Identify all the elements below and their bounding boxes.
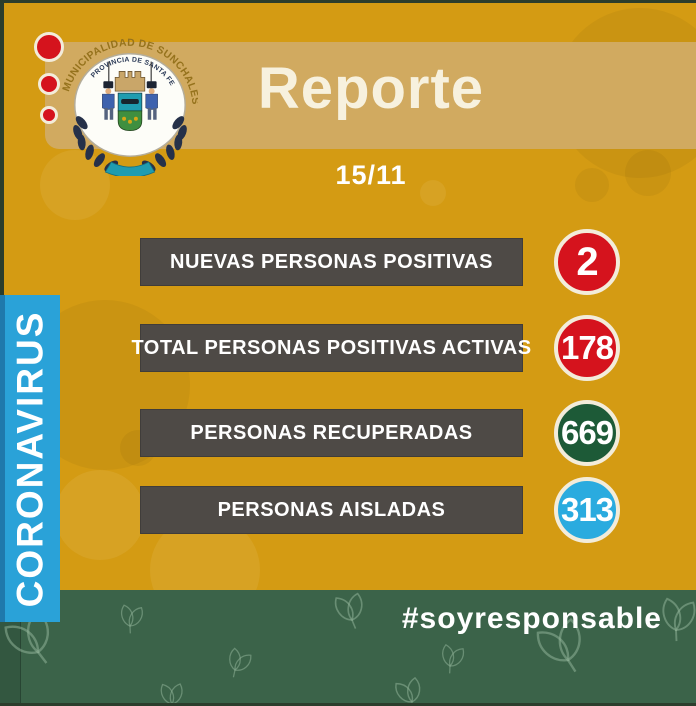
stat-row: PERSONAS AISLADAS 313 — [140, 477, 620, 543]
leaf-icon — [228, 647, 256, 678]
stat-value-badge: 178 — [554, 315, 620, 381]
footer: #soyresponsable — [0, 590, 696, 706]
stat-value-badge: 2 — [554, 229, 620, 295]
report-date: 15/11 — [335, 160, 407, 190]
stat-value: 669 — [560, 414, 614, 451]
red-dot-icon — [34, 32, 64, 62]
leaf-icon — [390, 676, 422, 706]
leaf-icon — [439, 643, 468, 674]
frame-border-top — [0, 0, 696, 3]
virus-icon — [575, 168, 609, 202]
stat-value: 2 — [576, 239, 598, 284]
stat-label: NUEVAS PERSONAS POSITIVAS — [170, 250, 493, 273]
virus-icon — [420, 180, 446, 206]
frame-border-bottom — [0, 703, 696, 706]
leaf-icon — [118, 603, 147, 634]
stat-bar: TOTAL PERSONAS POSITIVAS ACTIVAS — [131, 324, 531, 372]
page-title: Reporte — [257, 56, 485, 121]
leaf-icon — [329, 591, 365, 629]
laurel-wreath-icon — [73, 116, 187, 172]
shield-icon — [117, 92, 143, 131]
stat-value-badge: 669 — [554, 400, 620, 466]
red-dot-icon — [40, 106, 58, 124]
coronavirus-banner: CORONAVIRUS — [0, 295, 60, 622]
stat-bar: PERSONAS AISLADAS — [140, 486, 523, 534]
virus-icon — [55, 470, 145, 560]
ribbon-icon — [104, 161, 156, 176]
stat-value: 178 — [560, 329, 614, 366]
stat-label: PERSONAS RECUPERADAS — [190, 421, 473, 444]
coronavirus-banner-label: CORONAVIRUS — [9, 310, 50, 607]
hashtag-text: #soyresponsable — [401, 602, 662, 635]
stat-value: 313 — [560, 491, 614, 528]
castle-icon — [114, 71, 146, 92]
stat-label: TOTAL PERSONAS POSITIVAS ACTIVAS — [131, 336, 532, 359]
virus-icon — [625, 150, 671, 196]
leaf-icon — [530, 618, 582, 673]
stat-row: PERSONAS RECUPERADAS 669 — [140, 400, 620, 466]
leaf-icon — [0, 609, 51, 664]
stat-bar: PERSONAS RECUPERADAS — [140, 409, 523, 457]
stat-row: NUEVAS PERSONAS POSITIVAS 2 — [140, 229, 620, 295]
red-dot-icon — [38, 73, 60, 95]
soldier-left-icon — [102, 61, 115, 120]
leaf-decorations — [0, 591, 696, 706]
stat-bar: NUEVAS PERSONAS POSITIVAS — [140, 238, 523, 286]
stat-label: PERSONAS AISLADAS — [217, 498, 446, 521]
municipal-crest-logo: MUNICIPALIDAD DE SUNCHALES PROVINCIA DE … — [61, 31, 198, 176]
stat-row: TOTAL PERSONAS POSITIVAS ACTIVAS 178 — [131, 315, 620, 381]
leaf-icon — [658, 595, 696, 642]
stat-value-badge: 313 — [554, 477, 620, 543]
soldier-right-icon — [145, 61, 158, 120]
